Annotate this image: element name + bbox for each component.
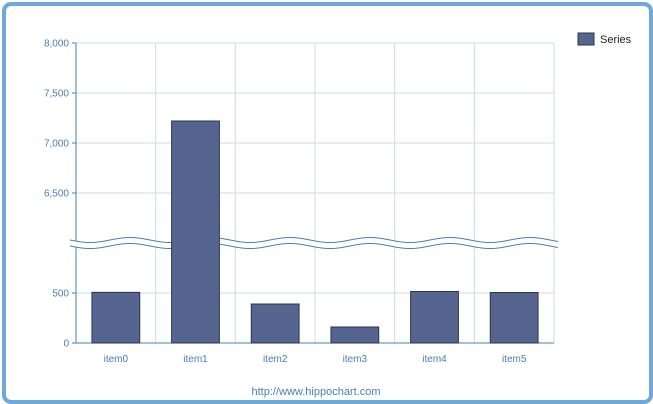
bar-item3 bbox=[330, 326, 380, 344]
legend-label: Series bbox=[600, 34, 632, 46]
bar-item5 bbox=[489, 292, 539, 344]
x-tick-label: item3 bbox=[343, 354, 368, 365]
y-tick-label: 500 bbox=[52, 289, 69, 300]
y-tick-label: 7,000 bbox=[44, 139, 69, 150]
bars bbox=[91, 120, 539, 344]
x-tick-label: item1 bbox=[183, 354, 208, 365]
footer-url[interactable]: http://www.hippochart.com bbox=[251, 386, 380, 398]
y-tick-labels: 0 500 6,500 7,000 7,500 8,000 bbox=[44, 39, 69, 350]
x-tick-labels: item0 item1 item2 item3 item4 item5 bbox=[104, 354, 527, 365]
legend-swatch bbox=[577, 32, 595, 46]
y-tick-label: 0 bbox=[63, 339, 69, 350]
x-tick-label: item0 bbox=[104, 354, 129, 365]
x-tick-label: item4 bbox=[422, 354, 447, 365]
axis-break bbox=[69, 236, 559, 250]
bar-item1 bbox=[171, 120, 220, 344]
x-tick-label: item5 bbox=[502, 354, 527, 365]
legend: Series bbox=[577, 32, 632, 46]
bar-item2 bbox=[250, 303, 300, 344]
y-tick-label: 7,500 bbox=[44, 89, 69, 100]
axis-break-line-top bbox=[69, 236, 559, 244]
axes bbox=[72, 42, 554, 344]
bar-item0 bbox=[91, 291, 141, 344]
bar-item4 bbox=[410, 291, 459, 344]
grid-lines bbox=[75, 42, 555, 344]
x-tick-label: item2 bbox=[263, 354, 288, 365]
y-tick-label: 6,500 bbox=[44, 189, 69, 200]
y-tick-label: 8,000 bbox=[44, 39, 69, 50]
axis-break-line-bottom bbox=[69, 242, 559, 250]
